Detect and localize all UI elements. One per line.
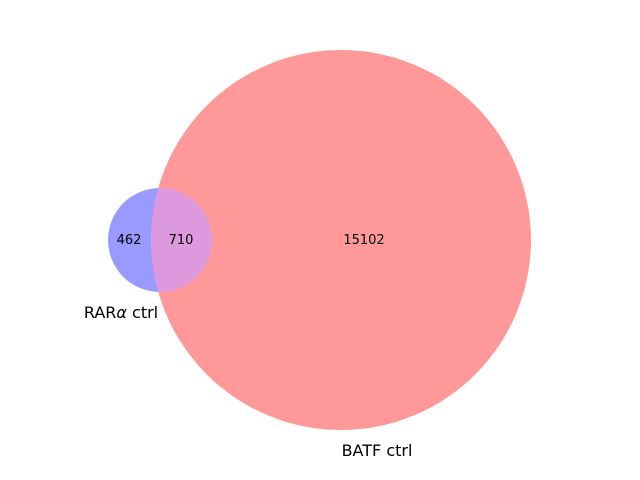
intersection-count: 710 — [169, 233, 194, 248]
rara-ctrl-label: RARα ctrl — [84, 303, 158, 322]
rara-only-count: 462 — [117, 233, 142, 248]
rara-ctrl-label-greek: α — [116, 303, 127, 322]
batf-only-count: 15102 — [343, 233, 384, 248]
batf-ctrl-label: BATF ctrl — [342, 441, 413, 460]
batf-ctrl-circle — [151, 50, 531, 430]
rara-ctrl-label-prefix: RAR — [84, 303, 117, 322]
rara-ctrl-label-suffix: ctrl — [127, 303, 158, 322]
